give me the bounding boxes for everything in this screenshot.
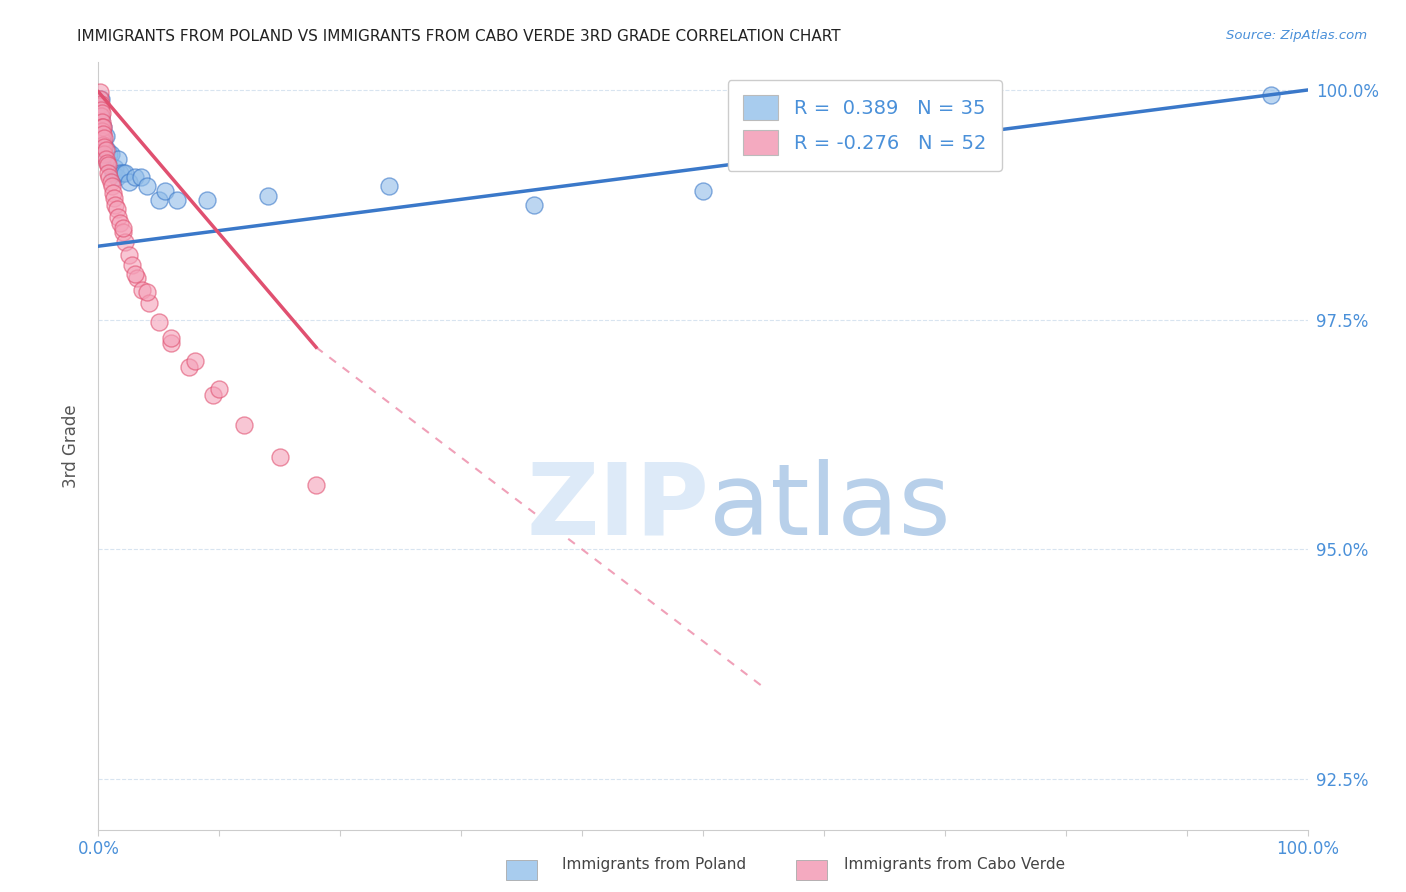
Point [91, 128, 114, 143]
Point [114, 166, 136, 180]
Point [105, 170, 128, 185]
Point [148, 314, 170, 328]
Point [91, 134, 114, 148]
Point [104, 198, 127, 212]
Point [160, 335, 183, 350]
Point [111, 166, 134, 180]
Point [91, 134, 114, 148]
Point [202, 388, 225, 402]
Point [91, 124, 114, 138]
Point [127, 271, 149, 285]
Point [256, 188, 278, 202]
Point [135, 285, 157, 299]
Text: ZIP: ZIP [526, 458, 709, 556]
Point [184, 354, 207, 368]
Point [91, 120, 114, 134]
Point [153, 184, 176, 198]
Point [107, 210, 129, 224]
Point [111, 226, 134, 240]
Point [90, 92, 112, 106]
Point [89, 111, 111, 125]
Point [100, 175, 122, 189]
Point [93, 138, 115, 153]
Point [124, 170, 146, 185]
Point [124, 267, 146, 281]
Point [114, 235, 136, 249]
Point [93, 147, 115, 161]
Text: Immigrants from Cabo Verde: Immigrants from Cabo Verde [844, 857, 1064, 872]
Point [94, 152, 117, 166]
Point [91, 138, 114, 153]
Point [111, 220, 134, 235]
Point [1260, 87, 1282, 102]
Point [93, 147, 115, 161]
Point [118, 175, 141, 189]
Point [96, 156, 118, 170]
Point [90, 120, 112, 134]
Point [97, 158, 120, 172]
Point [90, 96, 112, 111]
Point [523, 198, 546, 212]
Point [101, 186, 124, 200]
Point [305, 478, 328, 492]
Point [91, 138, 114, 153]
Point [93, 130, 115, 145]
Legend: R =  0.389   N = 35, R = -0.276   N = 52: R = 0.389 N = 35, R = -0.276 N = 52 [727, 79, 1001, 170]
Point [91, 115, 114, 129]
Point [377, 179, 399, 194]
Point [93, 140, 115, 154]
Point [131, 283, 153, 297]
Point [692, 184, 714, 198]
Point [91, 127, 114, 141]
Point [107, 152, 129, 166]
Point [195, 193, 218, 207]
Point [121, 258, 143, 272]
Point [108, 166, 131, 180]
Point [89, 98, 111, 112]
Point [89, 92, 111, 106]
Point [103, 191, 125, 205]
Point [97, 156, 120, 170]
Point [94, 143, 117, 157]
Text: Immigrants from Poland: Immigrants from Poland [562, 857, 747, 872]
Point [101, 166, 124, 180]
Point [118, 248, 141, 262]
Point [166, 193, 188, 207]
Point [148, 193, 170, 207]
Text: atlas: atlas [709, 458, 950, 556]
Point [94, 128, 117, 143]
Point [90, 103, 112, 118]
Point [98, 170, 121, 185]
Point [135, 179, 157, 194]
Point [91, 106, 114, 120]
Point [104, 161, 127, 175]
Point [90, 111, 112, 125]
Point [89, 96, 111, 111]
Point [98, 147, 121, 161]
Point [232, 418, 254, 433]
Point [208, 382, 231, 396]
Point [100, 179, 122, 194]
Text: IMMIGRANTS FROM POLAND VS IMMIGRANTS FROM CABO VERDE 3RD GRADE CORRELATION CHART: IMMIGRANTS FROM POLAND VS IMMIGRANTS FRO… [77, 29, 841, 44]
Point [89, 85, 111, 99]
Y-axis label: 3rd Grade: 3rd Grade [62, 404, 80, 488]
Point [100, 147, 122, 161]
Point [269, 450, 291, 465]
Point [91, 120, 114, 134]
Point [97, 166, 120, 180]
Point [108, 216, 131, 230]
Text: Source: ZipAtlas.com: Source: ZipAtlas.com [1226, 29, 1367, 42]
Point [129, 170, 152, 185]
Point [160, 331, 183, 345]
Point [179, 360, 201, 375]
Point [138, 296, 160, 310]
Point [96, 143, 118, 157]
Point [90, 109, 112, 123]
Point [105, 202, 128, 217]
Point [91, 120, 114, 134]
